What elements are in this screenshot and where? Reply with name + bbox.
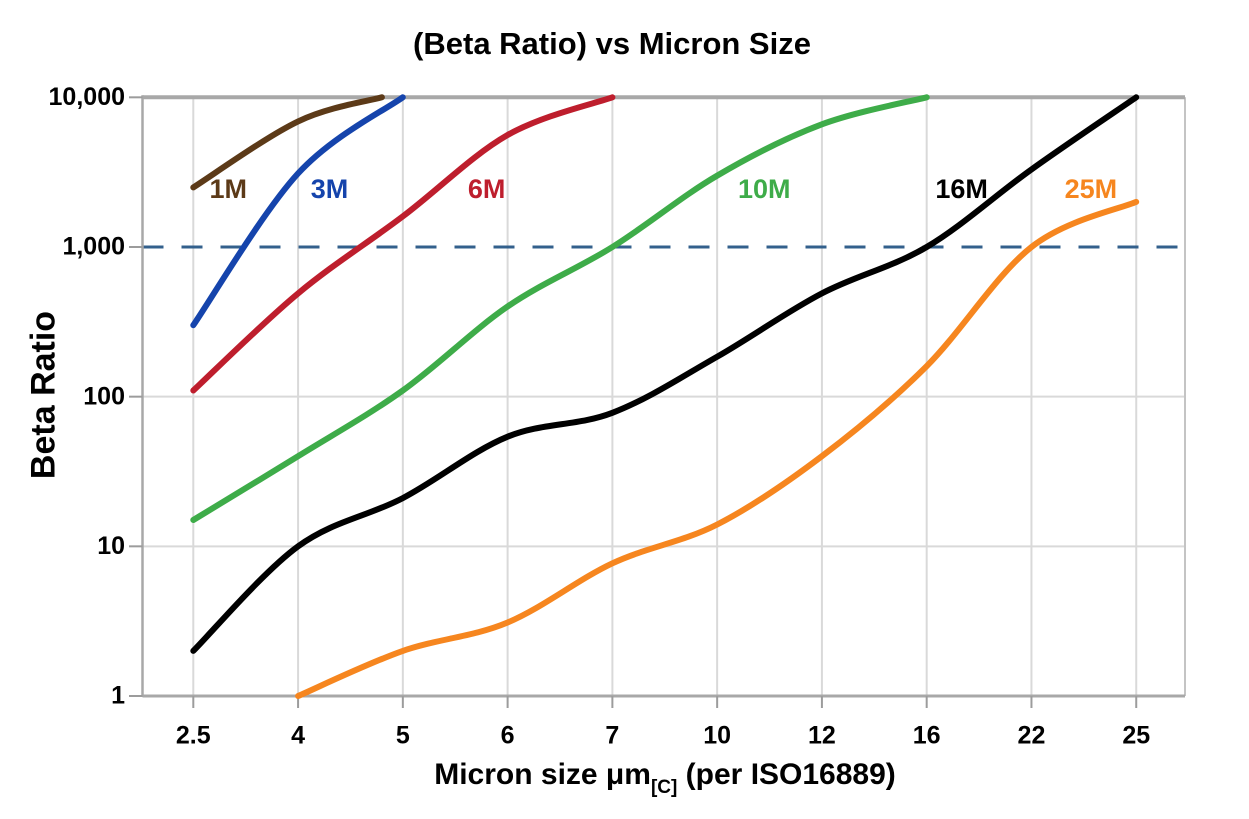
y-axis-title: Beta Ratio: [24, 310, 63, 480]
y-tick-label: 10,000: [49, 83, 125, 111]
x-tick-label: 25: [1122, 722, 1150, 750]
series-label-6M: 6M: [468, 174, 506, 204]
series-line-10M: [190, 94, 930, 523]
x-tick-label: 7: [605, 722, 619, 750]
y-tick-label: 1: [111, 682, 125, 710]
series-label-3M: 3M: [311, 174, 349, 204]
series-line-1M: [190, 94, 385, 191]
x-tick-label: 12: [808, 722, 836, 750]
series-line-3M: [190, 94, 406, 329]
y-tick-label: 10: [97, 532, 125, 560]
x-axis-title-main: Micron size μm: [434, 758, 651, 791]
series-label-16M: 16M: [935, 174, 988, 204]
chart-title: (Beta Ratio) vs Micron Size: [413, 26, 811, 61]
series-label-10M: 10M: [738, 174, 791, 204]
x-tick-label: 10: [703, 722, 731, 750]
x-tick-label: 22: [1018, 722, 1046, 750]
series-label-1M: 1M: [209, 174, 247, 204]
x-axis-title: Micron size μm[C] (per ISO16889): [434, 758, 896, 798]
x-axis-title-unit: (per ISO16889): [677, 758, 896, 791]
series-line-16M: [190, 94, 1140, 654]
x-axis-title-subscript: [C]: [650, 777, 678, 798]
series-line-25M: [295, 198, 1140, 699]
series-label-25M: 25M: [1065, 174, 1118, 204]
x-tick-label: 2.5: [176, 722, 211, 750]
x-tick-label: 4: [291, 722, 305, 750]
x-tick-label: 6: [501, 722, 515, 750]
series-line-6M: [190, 94, 616, 394]
x-tick-label: 5: [396, 722, 410, 750]
y-tick-label: 100: [83, 382, 125, 410]
x-tick-label: 16: [913, 722, 941, 750]
y-tick-label: 1,000: [62, 233, 125, 261]
